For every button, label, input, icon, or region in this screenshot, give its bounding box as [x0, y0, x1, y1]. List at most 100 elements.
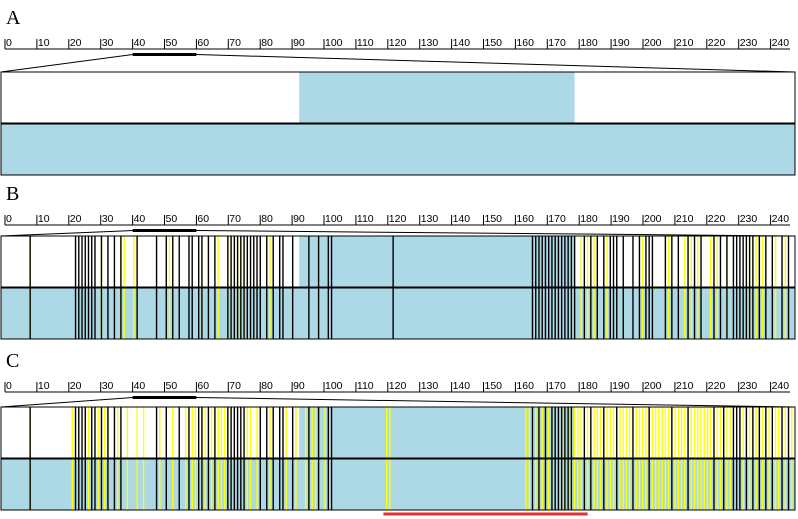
ruler-tick-label: 150 [485, 37, 503, 49]
ruler-tick-label: 60 [197, 213, 209, 225]
ruler-tick-label: 180 [580, 213, 598, 225]
bottom-track-shaded-region [1, 124, 795, 175]
ruler-tick-label: 10 [38, 380, 50, 392]
bottom-track-border [0, 458, 796, 511]
zoom-connector-left [0, 230, 133, 237]
ruler-tick-label: 70 [229, 213, 241, 225]
ruler-tick-label: 210 [676, 213, 694, 225]
ruler-tick-label: 160 [516, 37, 534, 49]
zoom-connector-left [0, 54, 133, 73]
ruler-tick-label: 200 [644, 380, 662, 392]
ruler-tick-label: 50 [166, 380, 178, 392]
panel-label: C [6, 350, 19, 372]
ruler-tick-label: 230 [740, 213, 758, 225]
top-track-border [0, 71, 796, 124]
ruler-tick-label: 200 [644, 213, 662, 225]
ruler-tick-label: 40 [134, 213, 146, 225]
ruler-tick-label: 70 [229, 380, 241, 392]
ruler-tick-label: 140 [453, 37, 471, 49]
ruler-tick-label: 90 [293, 380, 305, 392]
ruler-tick-label: 170 [548, 380, 566, 392]
top-track-shaded-region [299, 236, 575, 287]
ruler-tick-label: 130 [421, 37, 439, 49]
ruler-tick-label: 60 [197, 37, 209, 49]
ruler-tick-label: 100 [325, 213, 343, 225]
ruler-tick-label: 180 [580, 37, 598, 49]
ruler-tick-label: 240 [772, 213, 790, 225]
ruler-tick-label: 0 [6, 380, 12, 392]
panel-b: B 0 10 20 30 40 50 60 70 80 90 100 110 120 130 140 150 16… [0, 183, 796, 340]
top-track-border [0, 235, 796, 288]
top-track-shaded-region [299, 407, 575, 458]
ruler-tick-label: 50 [166, 37, 178, 49]
ruler-tick-label: 230 [740, 37, 758, 49]
ruler-tick-label: 220 [708, 213, 726, 225]
bottom-track-border [0, 123, 796, 176]
ruler-tick-label: 140 [453, 380, 471, 392]
ruler-tick-label: 80 [261, 37, 273, 49]
ruler-tick-label: 170 [548, 213, 566, 225]
ruler-tick-label: 210 [676, 37, 694, 49]
ruler-tick-label: 10 [38, 213, 50, 225]
ruler-tick-label: 110 [357, 37, 374, 49]
ruler-tick-label: 90 [293, 213, 305, 225]
ruler-tick-label: 240 [772, 37, 790, 49]
ruler-tick-label: 80 [261, 380, 273, 392]
zoom-connector-left [0, 397, 133, 408]
top-track-border [0, 406, 796, 459]
ruler-tick-label: 0 [6, 37, 12, 49]
panels-layer: A0 10 20 30 40 50 60 70 80 90 100 110 120 130 140 150 16… [0, 7, 796, 516]
ruler-tick-label: 100 [325, 37, 343, 49]
zoom-region-bar [132, 53, 197, 56]
ruler-tick-label: 80 [261, 213, 273, 225]
zoom-region-bar [132, 229, 197, 232]
panel-a: A 0 10 20 30 40 50 60 70 80 90 100 110 120 130 140 150 16… [0, 7, 796, 176]
ruler-tick-label: 190 [612, 213, 630, 225]
ruler-tick-label: 90 [293, 37, 305, 49]
panel-c: C 0 10 20 30 40 50 60 70 80 90 100 110 120 130 140 150 16… [0, 350, 796, 516]
ruler-tick-label: 160 [516, 213, 534, 225]
ruler-tick-label: 40 [134, 37, 146, 49]
zoom-connector-right [196, 54, 796, 73]
zoom-connector-right [196, 397, 796, 408]
ruler-tick-label: 20 [70, 37, 82, 49]
ruler-tick-label: 220 [708, 37, 726, 49]
ruler-tick-label: 110 [357, 213, 374, 225]
ruler-tick-label: 130 [421, 380, 439, 392]
ruler-tick-label: 50 [166, 213, 178, 225]
ruler-tick-label: 180 [580, 380, 598, 392]
ruler-tick-label: 240 [772, 380, 790, 392]
ruler-tick-label: 150 [485, 213, 503, 225]
ruler-tick-label: 150 [485, 380, 503, 392]
ruler-tick-label: 120 [389, 37, 407, 49]
ruler-tick-label: 20 [70, 380, 82, 392]
ruler-tick-label: 30 [102, 213, 114, 225]
ruler-tick-label: 30 [102, 380, 114, 392]
zoom-region-bar [132, 396, 197, 399]
ruler-tick-label: 130 [421, 213, 439, 225]
ruler-tick-label: 190 [612, 37, 630, 49]
ruler-tick-label: 100 [325, 380, 343, 392]
ruler-tick-label: 0 [6, 213, 12, 225]
ruler-tick-label: 210 [676, 380, 694, 392]
panel-label: B [6, 183, 19, 205]
ruler-tick-label: 70 [229, 37, 241, 49]
ruler-tick-label: 140 [453, 213, 471, 225]
panel-label: A [6, 7, 21, 29]
bottom-track-border [0, 287, 796, 340]
ruler-tick-label: 30 [102, 37, 114, 49]
ruler-tick-label: 110 [357, 380, 374, 392]
ruler-tick-label: 60 [197, 380, 209, 392]
ruler-tick-label: 170 [548, 37, 566, 49]
ruler-tick-label: 20 [70, 213, 82, 225]
ruler-tick-label: 120 [389, 213, 407, 225]
top-track-shaded-region [299, 72, 575, 123]
ruler-tick-label: 160 [516, 380, 534, 392]
ruler-tick-label: 120 [389, 380, 407, 392]
ruler-tick-label: 220 [708, 380, 726, 392]
ruler-tick-label: 40 [134, 380, 146, 392]
ruler-tick-label: 190 [612, 380, 630, 392]
ruler-tick-label: 10 [38, 37, 50, 49]
bottom-track-shaded-region [1, 459, 795, 510]
